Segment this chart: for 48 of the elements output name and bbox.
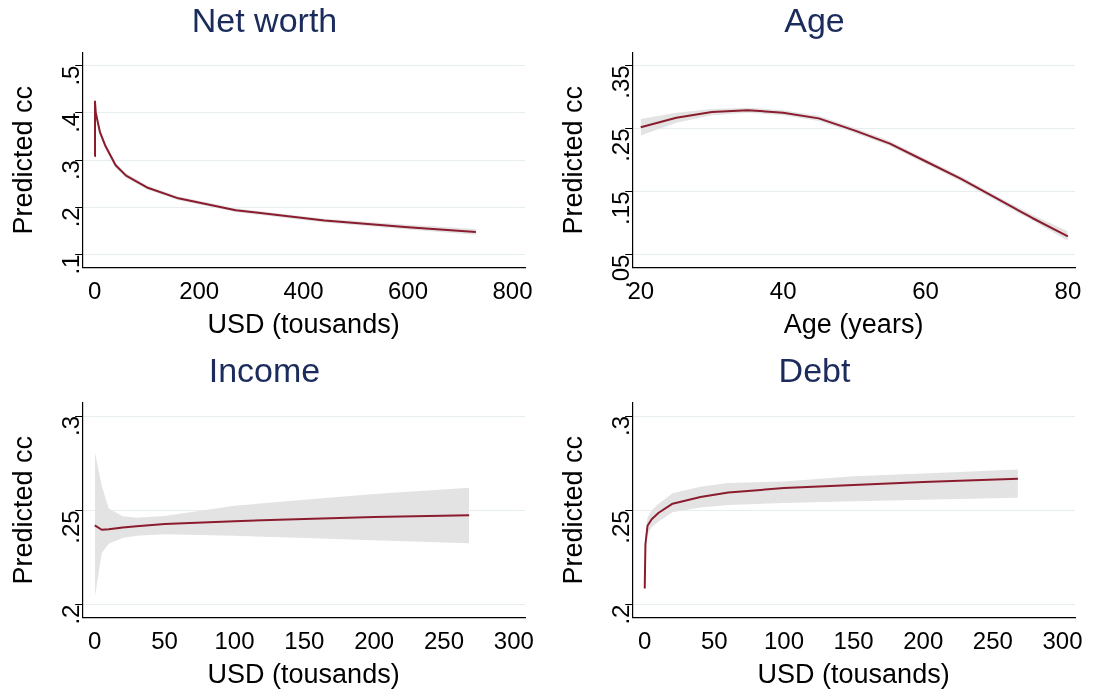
x-tick-label: 600	[388, 276, 429, 304]
chart-title: Net worth	[191, 0, 338, 39]
y-tick-label: .3	[56, 160, 84, 181]
x-tick-label: 0	[88, 276, 102, 304]
y-tick-label: .25	[606, 510, 634, 544]
x-tick-label: 250	[423, 626, 465, 654]
y-tick-label: .5	[56, 65, 84, 86]
y-axis-title: Predicted cc	[557, 86, 588, 235]
chart-title: Income	[208, 350, 321, 389]
x-axis-title: USD (tousands)	[207, 659, 400, 690]
x-tick-label: 50	[701, 626, 728, 654]
y-tick-label: .1	[56, 254, 84, 275]
x-tick-label: 40	[769, 276, 797, 304]
x-tick-label: 60	[912, 276, 939, 304]
x-tick-label: 100	[763, 626, 804, 654]
y-tick-label: .2	[56, 604, 84, 625]
chart-title: Age	[784, 0, 845, 39]
x-tick-label: 200	[179, 276, 220, 304]
x-tick-label: 300	[493, 626, 534, 654]
x-axis-title: Age (years)	[783, 309, 924, 340]
y-axis-title: Predicted cc	[7, 436, 38, 585]
x-axis-title: USD (tousands)	[207, 309, 400, 340]
x-tick-label: 0	[638, 626, 652, 654]
y-tick-label: .15	[606, 191, 634, 225]
y-tick-label: .2	[606, 604, 634, 625]
x-tick-label: 200	[903, 626, 944, 654]
y-tick-label: .35	[606, 65, 634, 99]
x-axis-title: USD (tousands)	[757, 659, 950, 690]
y-axis-title: Predicted cc	[7, 86, 38, 235]
y-tick-label: .2	[56, 207, 84, 228]
y-tick-label: .4	[56, 112, 84, 133]
y-tick-label: .25	[56, 510, 84, 544]
y-tick-label: .3	[56, 416, 84, 437]
x-tick-label: 400	[283, 276, 324, 304]
x-tick-label: 0	[88, 626, 102, 654]
x-tick-label: 100	[214, 626, 255, 654]
x-tick-label: 150	[284, 626, 325, 654]
x-tick-label: 150	[833, 626, 874, 654]
x-tick-label: 800	[492, 276, 533, 304]
chart-title: Debt	[778, 350, 851, 389]
y-tick-label: .25	[606, 128, 634, 162]
x-tick-label: 250	[972, 626, 1013, 654]
x-tick-label: 300	[1042, 626, 1083, 654]
x-tick-label: 200	[354, 626, 395, 654]
y-tick-label: .3	[606, 416, 634, 437]
y-axis-title: Predicted cc	[557, 436, 588, 585]
x-tick-label: 80	[1054, 276, 1082, 304]
x-tick-label: 50	[151, 626, 178, 654]
